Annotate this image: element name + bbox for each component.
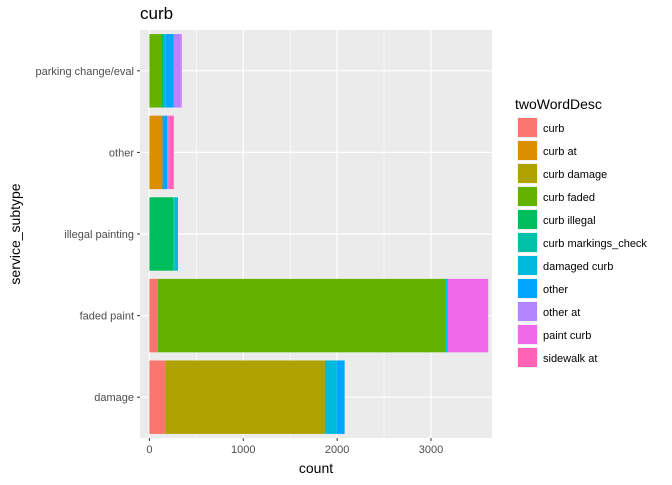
y-tick-label: faded paint — [80, 311, 134, 323]
legend-swatch — [518, 256, 537, 275]
legend-items: curb curb at curb damage curb faded curb ill… — [517, 117, 647, 368]
bar-segment — [325, 360, 337, 433]
bar-segment — [149, 279, 157, 352]
x-tick-label: 1000 — [231, 444, 255, 456]
legend-label: other at — [543, 307, 580, 319]
y-tick-label: damage — [94, 392, 134, 404]
x-tick-label: 0 — [146, 444, 152, 456]
x-axis-title: count — [299, 460, 333, 476]
bar-segment — [149, 116, 162, 189]
legend-label: curb at — [543, 146, 577, 158]
bar-segment — [149, 360, 165, 433]
bar-segment — [169, 116, 174, 189]
legend-swatch — [518, 233, 537, 252]
bar-segment — [161, 34, 163, 107]
legend-title: twoWordDesc — [515, 96, 602, 112]
legend-label: sidewalk at — [543, 353, 597, 365]
bar-segment — [167, 116, 168, 189]
bar-segment — [173, 197, 174, 270]
legend-label: curb faded — [543, 192, 595, 204]
legend-label: paint curb — [543, 330, 591, 342]
bar-segment — [181, 34, 182, 107]
legend-swatch — [518, 279, 537, 298]
bar-segment — [445, 279, 448, 352]
bar-segment — [163, 34, 165, 107]
bar-segment — [149, 34, 161, 107]
bar-segment — [175, 197, 178, 270]
legend-swatch — [518, 141, 537, 160]
legend-swatch — [518, 348, 537, 367]
chart-title: curb — [140, 4, 173, 23]
bar-segment — [149, 197, 173, 270]
x-tick-label: 3000 — [419, 444, 443, 456]
bar-segment — [165, 360, 325, 433]
legend-label: curb damage — [543, 169, 607, 181]
legend-swatch — [518, 164, 537, 183]
legend-label: damaged curb — [543, 261, 613, 273]
bar-segment — [448, 279, 488, 352]
bar-segment — [174, 34, 181, 107]
bar-segment — [168, 116, 169, 189]
legend-swatch — [518, 118, 537, 137]
y-axis-title: service_subtype — [7, 183, 23, 284]
legend-swatch — [518, 210, 537, 229]
legend-swatch — [518, 187, 537, 206]
bar-segment — [166, 34, 174, 107]
legend-label: curb — [543, 123, 564, 135]
y-axis-ticks: parking change/eval other illegal painting… — [36, 66, 140, 404]
x-axis-ticks: 0 1000 2000 3000 — [146, 438, 443, 456]
bar-segment — [158, 279, 445, 352]
y-tick-label: other — [109, 147, 134, 159]
y-tick-label: parking change/eval — [36, 66, 134, 78]
y-tick-label: illegal painting — [64, 229, 134, 241]
legend-label: curb markings_check — [543, 238, 647, 250]
legend-label: other — [543, 284, 568, 296]
x-tick-label: 2000 — [325, 444, 349, 456]
legend-swatch — [518, 325, 537, 344]
legend-label: curb illegal — [543, 215, 596, 227]
bar-segment — [163, 116, 168, 189]
legend: twoWordDesc curb curb at curb damage curb f… — [515, 96, 647, 368]
bar-segment — [337, 360, 345, 433]
legend-swatch — [518, 302, 537, 321]
